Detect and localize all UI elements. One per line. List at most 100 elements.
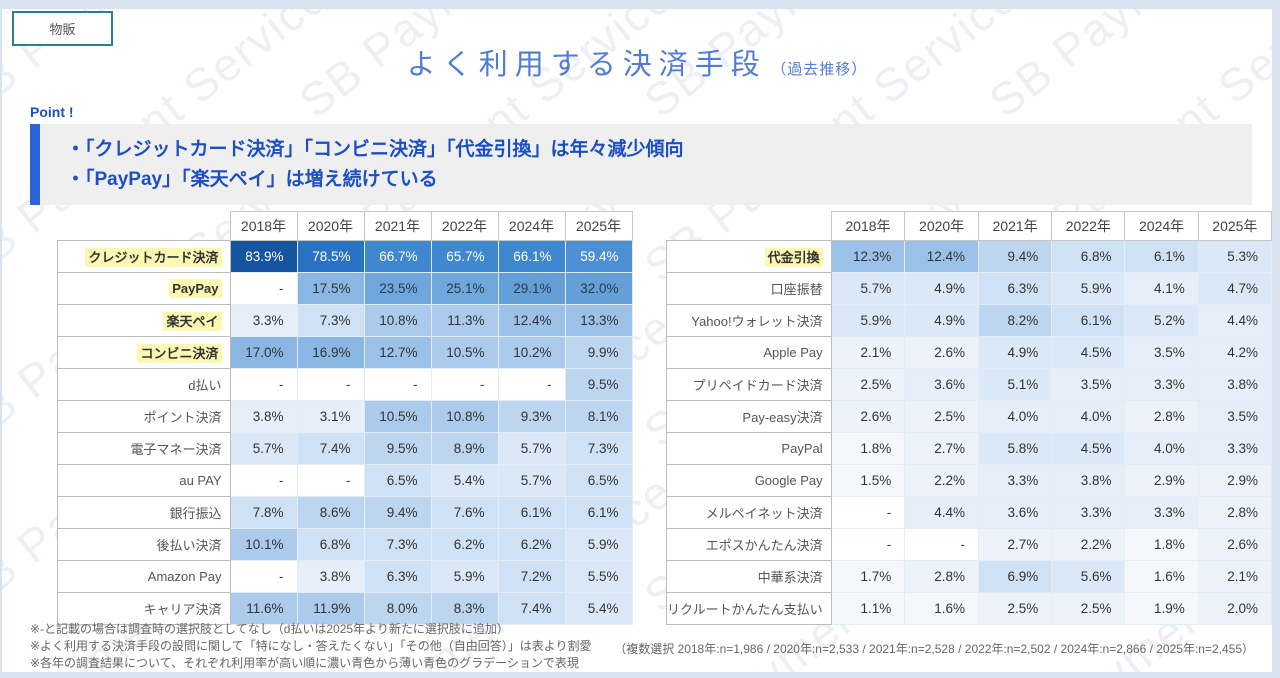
method-label: au PAY [57,464,231,497]
method-label: 楽天ペイ [57,304,231,337]
value-cell: 3.5% [1051,368,1126,401]
value-cell: 3.1% [296,400,365,433]
value-cell: 10.5% [430,336,499,369]
method-label: エポスかんたん決済 [666,528,832,561]
value-cell: 9.5% [363,432,432,465]
method-label: コンビニ決済 [57,336,231,369]
value-cell: - [830,528,906,561]
value-cell: 2.7% [904,432,979,465]
value-cell: - [904,528,979,561]
year-header-row: 2018年 2020年 2021年 2022年 2024年 2025年 [667,211,1272,241]
page-title-sub: （過去推移） [771,61,868,78]
value-cell: 2.8% [1124,400,1199,433]
point-label: Point ! [30,104,74,120]
method-label-text: リクルートかんたん支払い [667,602,823,617]
value-cell: - [296,464,365,497]
method-label: 中華系決済 [666,560,832,593]
value-cell: 3.3% [1197,432,1272,465]
value-cell: 4.9% [904,304,979,337]
value-cell: 29.1% [497,272,566,305]
year-header: 2020年 [904,211,979,241]
tab-bussan-label: 物販 [49,22,76,37]
value-cell: 12.4% [497,304,566,337]
usage-table-right: 2018年 2020年 2021年 2022年 2024年 2025年 代金引換 12.3% 1… [666,211,1272,625]
value-cell: 3.3% [1124,496,1199,529]
method-label: 電子マネー決済 [57,432,231,465]
value-cell: 2.8% [904,560,979,593]
value-cell: 2.5% [977,592,1053,625]
method-label-text: PayPal [781,441,823,456]
value-cell: 7.4% [296,432,365,465]
year-header: 2024年 [497,211,566,241]
table-corner [58,212,231,241]
value-cell: 3.3% [229,304,298,337]
value-cell: 6.5% [564,464,633,497]
year-header: 2021年 [363,211,432,241]
value-cell: 11.6% [229,592,298,625]
value-cell: 10.2% [497,336,566,369]
method-label-text: 口座振替 [770,282,823,297]
value-cell: 6.2% [497,528,566,561]
value-cell: 9.9% [564,336,633,369]
value-cell: 2.7% [977,528,1053,561]
value-cell: 9.4% [977,240,1053,273]
value-cell: 8.1% [564,400,633,433]
value-cell: 2.2% [1051,528,1126,561]
footnote-line: ※よく利用する決済手段の設問に関して「特になし・答えたくない」「その他（自由回答… [30,639,592,653]
value-cell: 32.0% [564,272,633,305]
value-cell: 1.8% [830,432,906,465]
method-label: Yahoo!ウォレット決済 [666,304,832,337]
value-cell: 5.8% [977,432,1053,465]
value-cell: 59.4% [564,240,633,273]
value-cell: 3.3% [1124,368,1199,401]
method-label-text: プリペイドカード決済 [692,378,823,393]
value-cell: 66.7% [363,240,432,273]
year-header-row: 2018年 2020年 2021年 2022年 2024年 2025年 [58,211,633,241]
value-cell: 1.8% [1124,528,1199,561]
table-row: 銀行振込 7.8% 8.6% 9.4% 7.6% 6.1% 6.1% [57,496,633,529]
value-cell: 5.7% [830,272,906,305]
year-header: 2021年 [977,211,1053,241]
value-cell: 5.4% [564,592,633,625]
value-cell: - [430,368,499,401]
value-cell: 4.5% [1051,336,1126,369]
value-cell: 12.7% [363,336,432,369]
method-label: 代金引換 [666,240,832,273]
value-cell: 4.7% [1197,272,1272,305]
table-row: Google Pay 1.5% 2.2% 3.3% 3.8% 2.9% 2.9% [666,464,1272,497]
value-cell: 8.3% [430,592,499,625]
tab-bussan[interactable]: 物販 [12,11,113,46]
year-header: 2018年 [830,211,906,241]
value-cell: 6.8% [1051,240,1126,273]
value-cell: 5.7% [229,432,298,465]
value-cell: 3.3% [977,464,1053,497]
value-cell: 5.9% [430,560,499,593]
method-label-highlighted: 代金引換 [764,248,823,267]
table-row: PayPal 1.8% 2.7% 5.8% 4.5% 4.0% 3.3% [666,432,1272,465]
method-label: メルペイネット決済 [666,496,832,529]
value-cell: 5.9% [830,304,906,337]
method-label: ポイント決済 [57,400,231,433]
method-label-text: 電子マネー決済 [130,442,222,457]
value-cell: 3.8% [1051,464,1126,497]
table-row: 代金引換 12.3% 12.4% 9.4% 6.8% 6.1% 5.3% [666,240,1272,273]
value-cell: 2.6% [904,336,979,369]
method-label-text: Apple Pay [763,345,823,360]
value-cell: 8.9% [430,432,499,465]
value-cell: 17.5% [296,272,365,305]
value-cell: - [229,272,298,305]
table-row: Yahoo!ウォレット決済 5.9% 4.9% 8.2% 6.1% 5.2% 4.4% [666,304,1272,337]
value-cell: 5.5% [564,560,633,593]
value-cell: 10.8% [363,304,432,337]
method-label: プリペイドカード決済 [666,368,832,401]
value-cell: 3.6% [977,496,1053,529]
table-row: Pay-easy決済 2.6% 2.5% 4.0% 4.0% 2.8% 3.5% [666,400,1272,433]
value-cell: 4.5% [1051,432,1126,465]
method-label-text: 後払い決済 [156,538,222,553]
year-header: 2025年 [564,211,633,241]
value-cell: 7.3% [564,432,633,465]
value-cell: 11.3% [430,304,499,337]
value-cell: 1.1% [830,592,906,625]
value-cell: 4.4% [1197,304,1272,337]
point-box: ・「クレジットカード決済」「コンビニ決済」「代金引換」は年々減少傾向 ・「Pay… [30,124,1252,205]
